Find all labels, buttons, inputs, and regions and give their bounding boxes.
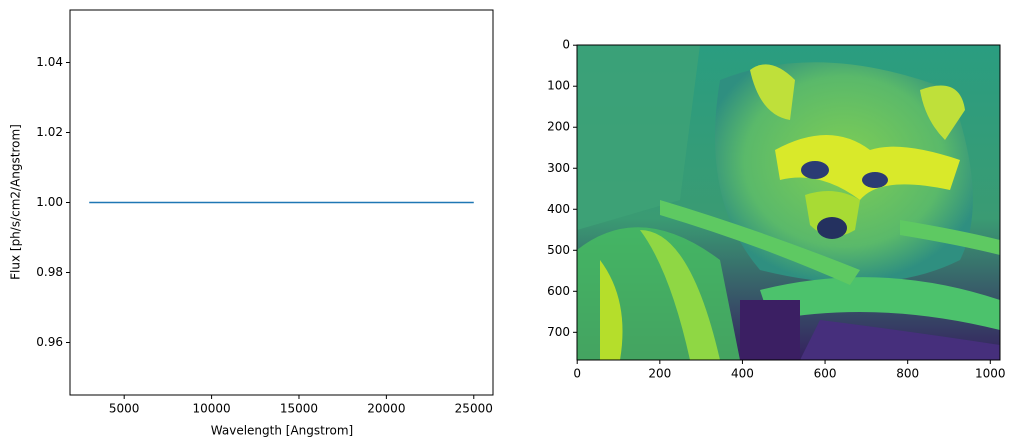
x-tick-label: 600	[814, 367, 837, 381]
axes-frame	[576, 44, 1001, 361]
y-tick-label: 500	[547, 243, 570, 257]
x-tick-label: 20000	[367, 402, 405, 416]
y-tick-label: 0.96	[36, 335, 63, 349]
image	[577, 45, 1000, 360]
y-tick-label: 1.02	[36, 125, 63, 139]
y-tick-label: 1.00	[36, 195, 63, 209]
y-tick-label: 600	[547, 284, 570, 298]
x-tick-label: 1000	[975, 367, 1006, 381]
x-tick-label: 5000	[109, 402, 140, 416]
x-tick-label: 0	[573, 367, 581, 381]
y-tick-label: 0	[562, 38, 570, 52]
y-tick-label: 400	[547, 202, 570, 216]
y-axis-label: Flux [ph/s/cm2/Angstrom]	[9, 124, 23, 280]
x-tick-label: 800	[896, 367, 919, 381]
x-axis-label: Wavelength [Angstrom]	[211, 424, 353, 438]
x-tick-label: 400	[731, 367, 754, 381]
x-tick-label: 200	[648, 367, 671, 381]
x-tick-label: 10000	[192, 402, 230, 416]
y-tick-label: 0.98	[36, 265, 63, 279]
y-tick-label: 200	[547, 120, 570, 134]
y-tick-label: 100	[547, 79, 570, 93]
y-tick-label: 1.04	[36, 55, 63, 69]
y-tick-label: 300	[547, 161, 570, 175]
y-tick-label: 700	[547, 325, 570, 339]
x-tick-label: 15000	[280, 402, 318, 416]
x-tick-label: 25000	[455, 402, 493, 416]
